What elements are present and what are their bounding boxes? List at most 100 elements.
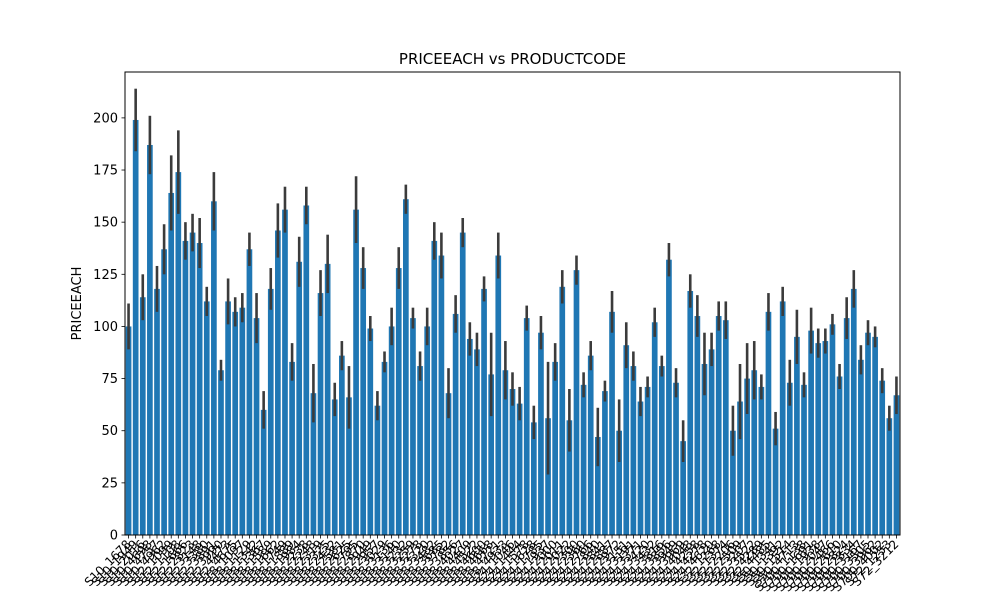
bar-S32_2206 [730, 430, 736, 535]
x-ticks-group: S10_1678S10_1949S10_2016S10_4698S10_4757… [82, 535, 902, 595]
bar-S18_3320 [424, 326, 431, 535]
bar-S24_1937 [545, 418, 551, 535]
bar-S24_3949 [673, 382, 679, 535]
bar-S24_4278 [701, 363, 708, 535]
bar-S700_1138 [801, 384, 807, 535]
bar-S32_2509 [737, 401, 743, 535]
bar-S18_4600 [481, 288, 487, 535]
bar-S18_3136 [388, 326, 395, 535]
y-tick-label: 100 [93, 320, 118, 335]
bar-S18_2325 [324, 263, 331, 535]
bar-S12_4675 [232, 311, 239, 535]
bar-S12_3891 [211, 201, 217, 535]
y-tick-label: 75 [101, 372, 118, 387]
bar-S72_3212 [893, 395, 900, 535]
bar-S12_1108 [175, 172, 182, 536]
bar-S700_2047 [822, 341, 829, 535]
bar-S24_3856 [666, 259, 672, 535]
bar-S32_1374 [722, 320, 729, 535]
bar-S24_2766 [587, 355, 594, 535]
bar-S24_1046 [509, 389, 516, 535]
bar-S18_4721 [495, 255, 502, 535]
error-bars-group [127, 88, 898, 475]
bar-S18_2625 [346, 397, 352, 535]
bar-S18_2795 [353, 209, 359, 535]
y-tick-label: 25 [101, 476, 118, 491]
bar-S24_3432 [651, 322, 658, 535]
y-tick-label: 0 [110, 529, 118, 544]
bar-S18_3782 [445, 393, 452, 535]
bar-S32_4289 [758, 386, 765, 535]
bar-S18_2432 [331, 399, 338, 535]
chart-title: PRICEEACH vs PRODUCTCODE [399, 50, 626, 68]
bar-S24_3371 [637, 401, 644, 535]
bar-S24_4258 [694, 316, 701, 535]
y-tick-label: 125 [93, 268, 118, 283]
bar-S10_1949 [132, 119, 139, 535]
bar-S18_2949 [367, 328, 374, 535]
bar-S18_4027 [459, 232, 466, 535]
bar-S18_2248 [310, 393, 317, 535]
bar-S700_2466 [829, 324, 836, 535]
bar-S18_1097 [239, 307, 246, 535]
bar-S24_1628 [530, 422, 537, 535]
bar-S10_4698 [147, 144, 153, 536]
bar-S24_1578 [523, 318, 530, 535]
bar-S18_2581 [339, 355, 345, 535]
bar-S24_3969 [680, 441, 686, 535]
bar-S18_3685 [438, 255, 445, 535]
bar-S24_3420 [644, 386, 651, 535]
bar-S50_1392 [779, 301, 786, 535]
bar-S700_4002 [879, 380, 886, 535]
bar-S10_2016 [139, 297, 146, 535]
y-tick-label: 50 [101, 424, 118, 439]
bar-S18_4522 [474, 349, 480, 535]
bar-S32_3207 [744, 378, 750, 535]
bar-S12_3148 [196, 243, 203, 536]
y-ticks-group: 0 25 50 75 100 125 150 175 200 [93, 111, 125, 544]
bar-S50_4713 [794, 336, 800, 535]
bar-S24_3191 [630, 366, 637, 535]
bar-S18_3482 [431, 240, 438, 535]
bar-S18_4409 [466, 338, 473, 535]
bar-S32_1268 [715, 316, 722, 535]
y-axis-label: PRICEEACH [70, 267, 85, 341]
bar-S700_2610 [836, 376, 843, 535]
bar-S700_1938 [815, 343, 822, 535]
bar-S24_2972 [616, 430, 622, 535]
bar-S24_4620 [708, 349, 715, 535]
bar-S24_3816 [658, 366, 665, 535]
bar-S24_2840 [594, 436, 601, 535]
bar-S18_2319 [317, 293, 324, 535]
bar-S24_2011 [559, 286, 566, 535]
bar-S12_2823 [189, 232, 196, 535]
bar-S18_4668 [488, 374, 495, 535]
bar-S12_1099 [168, 192, 175, 535]
bar-S24_2360 [580, 384, 587, 535]
bar-S18_3856 [452, 313, 459, 535]
plot-frame [124, 71, 901, 536]
bar-S24_2022 [566, 420, 573, 535]
bars-group [125, 119, 900, 536]
bar-S700_3962 [872, 336, 878, 535]
y-tick-label: 150 [93, 216, 118, 231]
bar-S32_4485 [765, 311, 772, 535]
bar-S700_2834 [850, 288, 857, 535]
bar-S700_3505 [865, 332, 871, 535]
bar-S24_2841 [602, 391, 608, 535]
bar-S50_1514 [786, 382, 793, 535]
bar-S12_4473 [225, 301, 231, 535]
bar-S18_2238 [303, 205, 310, 535]
bar-S24_1785 [538, 332, 544, 535]
bar-S18_1367 [260, 409, 267, 535]
bar-S18_3278 [417, 366, 423, 535]
bar-S18_1342 [253, 318, 260, 535]
bar-S12_1666 [182, 240, 189, 535]
bar-S24_3151 [623, 345, 630, 535]
bar-S12_3990 [218, 370, 224, 535]
bar-S10_4757 [154, 288, 160, 535]
bar-S18_4933 [502, 370, 509, 535]
y-tick-label: 175 [93, 164, 118, 179]
bar-S18_3259 [410, 318, 416, 535]
